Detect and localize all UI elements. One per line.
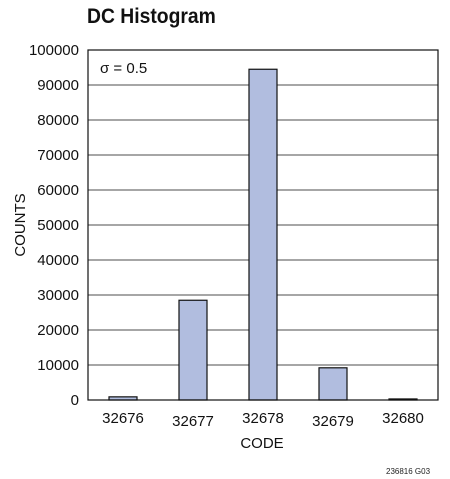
y-tick-label: 100000 [29, 42, 79, 59]
x-tick-label: 32680 [382, 410, 424, 427]
chart-title: DC Histogram [87, 5, 216, 28]
sigma-annotation: σ = 0.5 [100, 60, 147, 77]
y-tick-label: 60000 [37, 182, 79, 199]
y-tick-label: 0 [71, 392, 79, 409]
y-tick-label: 50000 [37, 217, 79, 234]
figure-id: 236816 G03 [386, 467, 431, 476]
y-axis-label: COUNTS [12, 193, 29, 256]
y-tick-label: 20000 [37, 322, 79, 339]
y-tick-label: 30000 [37, 287, 79, 304]
plot-frame [87, 49, 439, 401]
x-tick-label: 32678 [242, 410, 284, 427]
bar-32678 [248, 68, 278, 401]
y-tick-label: 40000 [37, 252, 79, 269]
x-tick-label: 32676 [102, 410, 144, 427]
y-tick-label: 10000 [37, 357, 79, 374]
y-tick-label: 80000 [37, 112, 79, 129]
x-tick-label: 32677 [172, 413, 214, 430]
y-tick-label: 70000 [37, 147, 79, 164]
bar-32677 [178, 299, 208, 401]
bars [108, 68, 418, 401]
x-axis-label: CODE [240, 435, 283, 452]
x-tick-labels: 32676 32677 32678 32679 32680 [102, 410, 424, 430]
y-tick-labels: 0 10000 20000 30000 40000 50000 60000 70000 8000… [29, 42, 79, 409]
bar-32679 [318, 367, 348, 401]
x-tick-label: 32679 [312, 413, 354, 430]
y-tick-label: 90000 [37, 77, 79, 94]
